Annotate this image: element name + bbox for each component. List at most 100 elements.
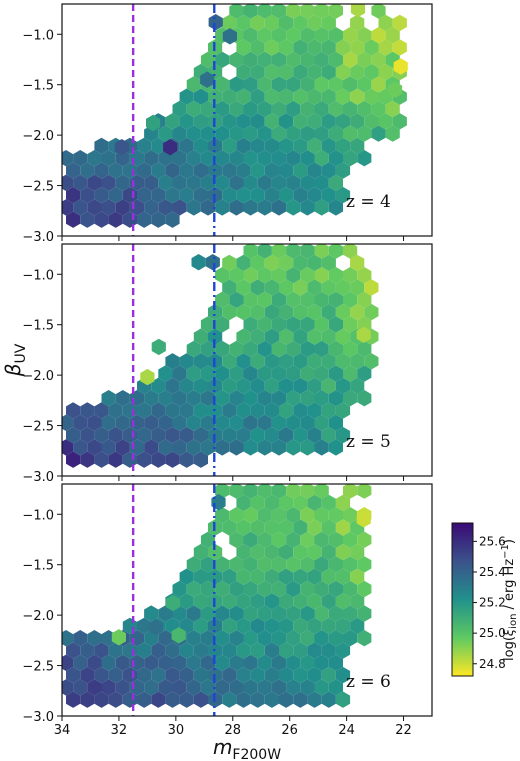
- hex-bin-z4: [250, 186, 265, 204]
- hex-bin-z4: [222, 162, 237, 179]
- hex-bin-z4: [350, 63, 365, 81]
- hex-bin-z4: [321, 137, 336, 155]
- hex-bin-z5: [286, 390, 301, 407]
- hex-bin-z4: [264, 137, 279, 155]
- hex-bin-z5: [307, 279, 322, 296]
- hex-bin-z4: [193, 186, 208, 204]
- hex-bin-z6: [186, 654, 201, 671]
- hex-bin-z4: [243, 76, 258, 93]
- hex-bin-z5: [144, 439, 159, 456]
- hex-bin-z6: [271, 556, 287, 573]
- colorbar-tick-label: 25.4: [479, 565, 506, 579]
- hex-bin-z4: [158, 125, 173, 142]
- hex-bin-z5: [66, 402, 81, 419]
- hex-bin-z4: [73, 174, 88, 191]
- hex-bin-z4: [257, 150, 272, 167]
- colorbar-tick-label: 25.0: [479, 626, 506, 640]
- hex-bin-z4: [371, 27, 386, 44]
- hex-bin-z5: [222, 254, 237, 272]
- hex-bin-z6: [328, 556, 343, 573]
- hex-bin-z4: [215, 199, 230, 216]
- hex-bin-z5: [222, 303, 237, 321]
- hex-bin-z5: [158, 390, 173, 407]
- hex-bin-z4: [286, 4, 301, 19]
- hex-bin-z5: [264, 426, 279, 444]
- hex-bin-z4: [286, 125, 301, 142]
- hex-bin-z6: [293, 617, 308, 635]
- hex-bin-z6: [286, 580, 301, 598]
- hex-bin-z6: [193, 642, 208, 659]
- hex-bin-isolated-z4: [350, 4, 366, 18]
- hex-bin-z5: [94, 426, 109, 444]
- hex-bin-z6: [328, 507, 343, 524]
- hex-bin-z5: [200, 316, 216, 333]
- hex-bin-z6: [172, 580, 187, 598]
- reference-lines-z6: [131, 484, 216, 716]
- hex-bin-z5: [236, 254, 251, 272]
- hex-bin-z6: [151, 642, 166, 659]
- hex-bin-z6: [137, 666, 152, 684]
- hex-bin-z4: [73, 150, 88, 167]
- hex-bin-z4: [335, 137, 351, 155]
- hex-bin-isolated-z5: [356, 326, 371, 343]
- hex-bin-z5: [279, 402, 294, 419]
- hex-bin-z4: [300, 125, 315, 142]
- hex-bin-z4: [193, 137, 208, 155]
- hex-bin-z4: [250, 63, 265, 81]
- hex-bin-z4: [186, 150, 201, 167]
- hex-bin-z5: [350, 353, 365, 370]
- x-tick-label: 22: [395, 723, 412, 738]
- hex-bin-z6: [73, 630, 88, 647]
- hex-bin-z6: [165, 691, 180, 708]
- hex-bin-z6: [179, 691, 194, 708]
- hex-bin-z4: [186, 76, 201, 93]
- hex-bin-isolated-z4: [387, 81, 403, 98]
- hex-bin-z6: [200, 605, 216, 622]
- hex-bin-z4: [165, 113, 180, 130]
- hex-bin-z6: [264, 568, 279, 585]
- hex-bin-z6: [250, 593, 265, 610]
- hex-bin-z4: [271, 51, 287, 68]
- x-tick-label: 30: [168, 723, 185, 738]
- hex-bin-z4: [87, 150, 102, 167]
- hex-bin-z5: [94, 402, 109, 419]
- hex-bin-z5: [293, 426, 308, 444]
- hex-bin-z5: [335, 328, 351, 345]
- hex-bin-z5: [137, 451, 152, 468]
- hex-bin-z6: [222, 617, 237, 635]
- hex-bin-z6: [314, 531, 329, 548]
- hex-bin-z6: [172, 654, 187, 671]
- hex-bin-z5: [250, 279, 265, 296]
- hex-bin-z5: [179, 451, 194, 468]
- hex-bin-z5: [243, 267, 258, 284]
- hex-bin-z5: [307, 353, 322, 370]
- hex-bin-z5: [80, 402, 95, 419]
- hex-bin-z6: [229, 679, 244, 696]
- hex-bin-z6: [66, 691, 81, 708]
- hex-bin-z6: [200, 556, 216, 573]
- hex-bin-z5: [144, 414, 159, 431]
- hex-bin-z4: [328, 100, 343, 118]
- hex-bin-z4: [328, 199, 343, 216]
- hex-bin-z4: [293, 162, 308, 179]
- hex-bin-z6: [307, 519, 322, 536]
- hex-bin-z6: [286, 679, 301, 696]
- y-tick-label-z6: −1.5: [22, 559, 54, 574]
- hex-bin-z4: [271, 199, 287, 216]
- hex-bin-z4: [364, 63, 379, 81]
- hex-bin-z5: [257, 414, 272, 431]
- hex-bin-z6: [300, 679, 315, 696]
- hex-bin-z6: [321, 617, 336, 635]
- hex-bin-z5: [264, 279, 279, 296]
- hex-bin-z6: [80, 691, 95, 708]
- hex-bin-z6: [314, 556, 329, 573]
- hex-bin-z5: [343, 390, 358, 407]
- hex-bin-z6: [243, 531, 258, 548]
- hex-bin-z6: [250, 494, 265, 512]
- hex-bin-z4: [137, 137, 152, 155]
- hex-bin-z4: [62, 174, 74, 191]
- hex-bin-isolated-z6: [165, 594, 181, 612]
- hex-bin-z4: [243, 100, 258, 118]
- hex-bin-z4: [179, 137, 194, 155]
- hex-bin-z5: [364, 303, 379, 321]
